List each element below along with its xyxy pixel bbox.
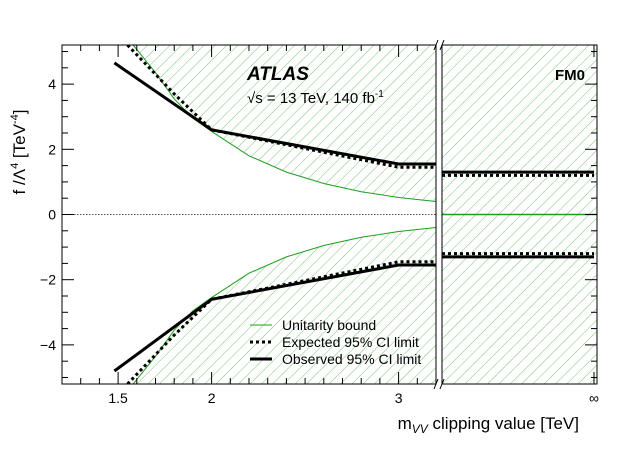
y-tick-label: 0 xyxy=(48,207,56,223)
y-tick-label: −4 xyxy=(40,337,56,353)
unitarity-excluded-region-lower xyxy=(62,227,436,384)
x-tick-label-inf: ∞ xyxy=(589,390,599,406)
atlas-label: ATLAS xyxy=(246,64,309,85)
y-tick-label: 2 xyxy=(48,141,56,157)
observed-limit-lower xyxy=(113,263,436,373)
x-tick-label: 3 xyxy=(395,390,403,406)
y-tick-label: −2 xyxy=(40,272,56,288)
y-tick-label: 4 xyxy=(48,76,56,92)
legend-label-expected: Expected 95% CI limit xyxy=(282,334,419,350)
energy-label: √s = 13 TeV, 140 fb-1 xyxy=(247,89,384,107)
x-tick-label: 2 xyxy=(208,390,216,406)
axis-break-bottom xyxy=(433,378,445,390)
panel-label: FM0 xyxy=(555,67,585,84)
legend: Unitarity bound Expected 95% CI limit Ob… xyxy=(250,317,421,367)
legend-label-observed: Observed 95% CI limit xyxy=(282,351,421,367)
x-tick-label: 1.5 xyxy=(108,390,128,406)
unitarity-excluded-region-upper xyxy=(62,45,436,202)
axis-break-top xyxy=(433,39,445,51)
legend-label-unitarity: Unitarity bound xyxy=(282,317,376,333)
observed-limit-upper xyxy=(113,61,436,166)
y-axis-title: f /Λ4 [TeV-4] xyxy=(9,110,29,195)
unitarity-bound-lower xyxy=(132,227,436,384)
unitarity-bound-upper xyxy=(132,45,436,202)
x-axis-title: mVV clipping value [TeV] xyxy=(398,414,579,436)
